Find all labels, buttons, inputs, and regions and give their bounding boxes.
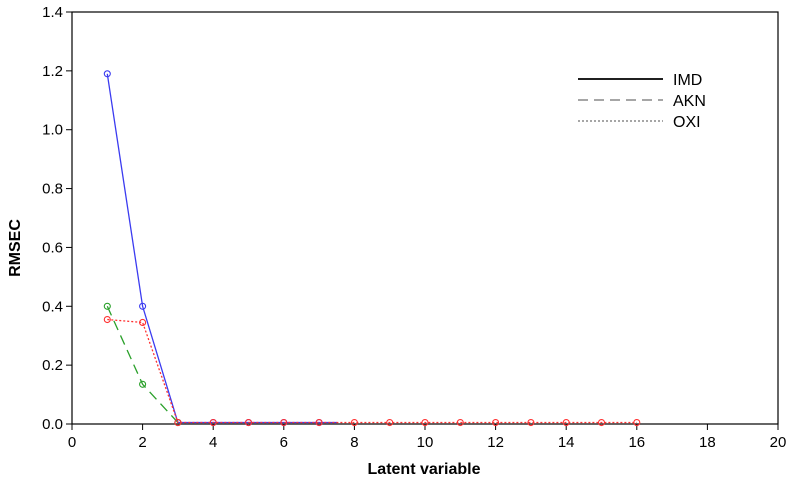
- data-point-oxi: [209, 418, 217, 427]
- series-layer: [103, 70, 641, 427]
- series-line-oxi: [107, 318, 637, 424]
- y-tick-label: 0.8: [42, 181, 63, 198]
- data-point-imd: [139, 302, 147, 310]
- legend-label-oxi: OXI: [673, 114, 701, 131]
- data-point-oxi: [386, 418, 394, 427]
- data-point-oxi: [139, 318, 147, 327]
- x-tick-label: 14: [558, 434, 575, 451]
- series-imd: [103, 70, 337, 427]
- data-point-oxi: [633, 418, 641, 427]
- x-tick-label: 16: [628, 434, 645, 451]
- data-point-oxi: [350, 418, 358, 427]
- y-tick-label: 0.0: [42, 416, 63, 433]
- y-tick-label: 1.0: [42, 122, 63, 139]
- series-oxi: [103, 315, 641, 427]
- legend: IMD AKN OXI: [578, 72, 706, 131]
- data-point-oxi: [421, 418, 429, 427]
- data-point-oxi: [315, 418, 323, 427]
- x-tick-label: 2: [138, 434, 146, 451]
- x-tick-label: 10: [417, 434, 434, 451]
- y-axis-title: RMSEC: [7, 219, 24, 277]
- data-point-oxi: [456, 418, 464, 427]
- x-axis-title: Latent variable: [368, 461, 481, 478]
- x-tick-label: 6: [280, 434, 288, 451]
- x-tick-label: 18: [699, 434, 716, 451]
- data-point-oxi: [527, 418, 535, 427]
- y-tick-label: 1.4: [42, 4, 63, 21]
- x-tick-label: 20: [770, 434, 787, 451]
- series-akn: [103, 302, 182, 427]
- x-axis: 0 2 4 6 8 10 12 14 16 18 20: [68, 424, 787, 451]
- x-tick-label: 0: [68, 434, 76, 451]
- data-point-akn: [139, 380, 147, 388]
- series-line-imd: [106, 73, 337, 424]
- y-tick-label: 1.2: [42, 63, 63, 80]
- data-point-imd: [103, 70, 111, 78]
- y-axis: 0.0 0.2 0.4 0.6 0.8 1.0 1.2 1.4: [42, 4, 72, 433]
- data-point-oxi: [244, 418, 253, 427]
- data-point-oxi: [174, 418, 182, 427]
- series-line-akn: [106, 306, 179, 423]
- legend-label-imd: IMD: [673, 72, 702, 89]
- data-point-oxi: [562, 418, 570, 427]
- data-point-oxi: [492, 418, 500, 427]
- data-point-akn: [103, 302, 111, 310]
- data-point-oxi: [597, 418, 606, 427]
- data-point-oxi: [280, 418, 288, 427]
- legend-label-akn: AKN: [673, 93, 706, 110]
- y-tick-label: 0.2: [42, 357, 63, 374]
- y-tick-label: 0.4: [42, 298, 63, 315]
- y-tick-label: 0.6: [42, 239, 63, 256]
- data-point-oxi: [103, 315, 111, 324]
- x-tick-label: 8: [350, 434, 358, 451]
- x-tick-label: 4: [209, 434, 217, 451]
- x-tick-label: 12: [487, 434, 504, 451]
